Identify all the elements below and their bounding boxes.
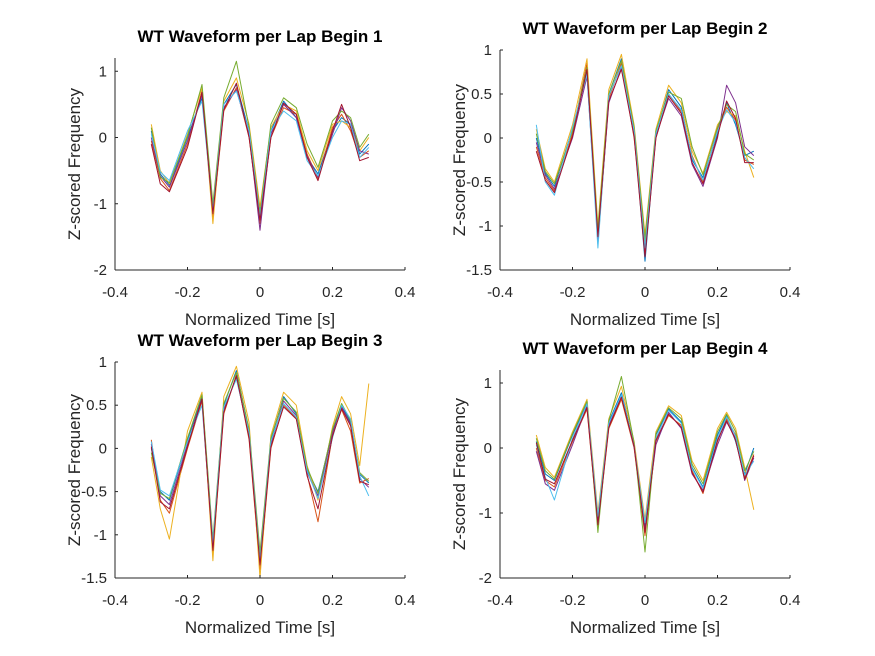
subplot-4-y-tick-label: -1 [479, 505, 492, 522]
subplot-3-x-tick-label: 0 [256, 592, 264, 609]
subplot-3-series-line-5 [150, 371, 370, 553]
subplot-3-x-tick-label: 0.2 [322, 592, 343, 609]
subplot-4-x-tick-label: 0.4 [780, 592, 801, 609]
subplot-3-series-line-4 [150, 377, 370, 557]
subplot-4-x-tick-label: 0 [641, 592, 649, 609]
subplot-1-title: WT Waveform per Lap Begin 1 [138, 27, 383, 46]
subplot-3-x-tick-label: 0.4 [395, 592, 416, 609]
subplot-4-ylabel: Z-scored Frequency [450, 397, 469, 550]
subplot-2-x-tick-label: 0 [641, 284, 649, 301]
subplot-1-series-line-7 [150, 82, 369, 221]
subplot-3-plot-area: -0.4 -0.2 0 0.2 0.4 -1.5 -1 -0.5 0 0.5 1 [81, 354, 415, 609]
subplot-4-series-line-1 [535, 392, 755, 527]
subplot-2-series-line-6 [535, 65, 755, 249]
subplot-2-y-tick-label: -0.5 [466, 174, 492, 191]
subplot-2-x-tick-label: 0.4 [780, 284, 801, 301]
subplot-3-ylabel: Z-scored Frequency [65, 393, 84, 546]
subplot-4-series-line-5 [535, 376, 755, 553]
subplot-1-x-tick-label: 0.2 [322, 284, 343, 301]
subplot-1-xlabel: Normalized Time [s] [185, 310, 335, 329]
subplot-1-x-tick-label: -0.2 [175, 284, 201, 301]
subplot-3-xlabel: Normalized Time [s] [185, 618, 335, 637]
subplot-2-x-tick-label: -0.2 [560, 284, 586, 301]
subplot-3-series-line-6 [150, 378, 370, 562]
subplot-3: WT Waveform per Lap Begin 3 Normalized T… [65, 331, 415, 637]
subplot-4-x-tick-label: -0.4 [487, 592, 513, 609]
subplot-2-ylabel: Z-scored Frequency [450, 83, 469, 236]
subplot-4-plot-area: -0.4 -0.2 0 0.2 0.4 -2 -1 0 1 [479, 370, 801, 609]
subplot-4-y-tick-label: 0 [484, 440, 492, 457]
subplot-4-series-line-7 [535, 396, 755, 533]
subplot-3-y-tick-label: 0.5 [86, 397, 107, 414]
subplot-2-x-tick-label: -0.4 [487, 284, 513, 301]
subplot-3-x-tick-label: -0.4 [102, 592, 128, 609]
subplot-1-x-tick-label: 0.4 [395, 284, 416, 301]
subplot-2-series-line-7 [535, 68, 754, 258]
subplot-3-y-tick-label: -1 [94, 527, 107, 544]
subplot-2-title: WT Waveform per Lap Begin 2 [523, 19, 768, 38]
subplot-1-y-tick-label: 0 [99, 130, 107, 147]
subplot-3-y-tick-label: 0 [99, 440, 107, 457]
subplot-4-xlabel: Normalized Time [s] [570, 618, 720, 637]
subplot-3-y-tick-label: 1 [99, 354, 107, 371]
subplot-3-y-tick-label: -1.5 [81, 570, 107, 587]
subplot-3-series-line-1 [150, 370, 370, 562]
subplot-4-x-tick-label: -0.2 [560, 592, 586, 609]
subplot-3-title: WT Waveform per Lap Begin 3 [138, 331, 383, 350]
subplot-1-x-tick-label: 0 [256, 284, 264, 301]
subplot-1-y-tick-label: -1 [94, 196, 107, 213]
subplot-4-series-line-3 [535, 385, 755, 520]
subplot-4-title: WT Waveform per Lap Begin 4 [523, 339, 769, 358]
subplot-4-y-tick-label: 1 [484, 375, 492, 392]
subplot-3-series-line-2 [150, 374, 370, 570]
subplot-2-series-line-5 [535, 60, 755, 240]
subplot-1-y-tick-label: -2 [94, 262, 107, 279]
subplot-4: WT Waveform per Lap Begin 4 Normalized T… [450, 339, 800, 637]
subplot-2-series-line-2 [535, 62, 755, 245]
subplot-1-plot-area: -0.4 -0.2 0 0.2 0.4 -2 -1 0 1 [94, 58, 416, 301]
subplot-1-series-line-5 [150, 60, 370, 215]
subplot-1-x-tick-label: -0.4 [102, 284, 128, 301]
subplot-2-y-tick-label: 1 [484, 42, 492, 59]
subplot-3-series-line-7 [150, 375, 369, 566]
subplot-4-y-tick-label: -2 [479, 570, 492, 587]
subplot-1: WT Waveform per Lap Begin 1 Normalized T… [65, 27, 415, 329]
subplot-2-series-line-4 [535, 67, 755, 253]
subplot-4-x-tick-label: 0.2 [707, 592, 728, 609]
subplot-2-xlabel: Normalized Time [s] [570, 310, 720, 329]
subplot-3-series-line-3 [150, 365, 370, 579]
subplot-2-y-tick-label: -1.5 [466, 262, 492, 279]
subplot-2: WT Waveform per Lap Begin 2 Normalized T… [450, 19, 800, 329]
subplot-1-ylabel: Z-scored Frequency [65, 87, 84, 240]
subplot-1-series-line-6 [150, 90, 370, 218]
subplot-3-y-tick-label: -0.5 [81, 484, 107, 501]
subplot-2-x-tick-label: 0.2 [707, 284, 728, 301]
subplot-2-y-tick-label: 0.5 [471, 86, 492, 103]
subplot-2-y-tick-label: -1 [479, 218, 492, 235]
subplot-2-y-tick-label: 0 [484, 130, 492, 147]
subplot-1-series-line-1 [150, 84, 370, 211]
subplot-1-y-tick-label: 1 [99, 63, 107, 80]
subplot-4-series-line-4 [535, 395, 755, 530]
subplot-2-plot-area: -0.4 -0.2 0 0.2 0.4 -1.5 -1 -0.5 0 0.5 1 [466, 42, 800, 301]
subplot-3-x-tick-label: -0.2 [175, 592, 201, 609]
subplot-4-series-line-6 [535, 394, 755, 524]
